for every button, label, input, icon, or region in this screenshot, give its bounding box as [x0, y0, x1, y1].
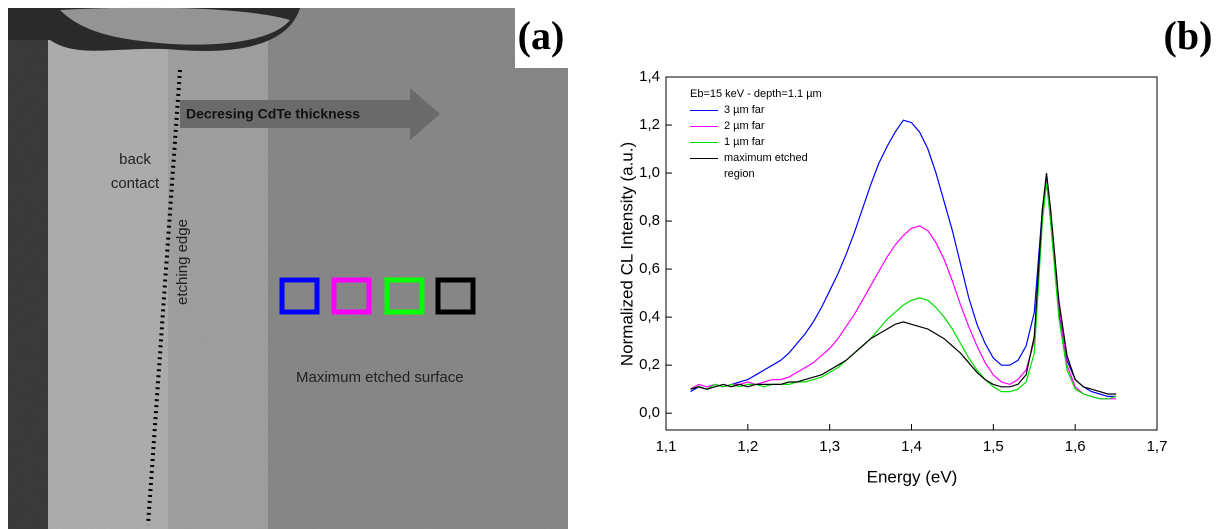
x-tick-label: 1,6 — [1065, 438, 1086, 455]
x-tick-label: 1,3 — [819, 438, 840, 455]
annotation: back — [119, 151, 151, 168]
x-axis-label: Energy (eV) — [867, 467, 958, 486]
x-tick-label: 1,2 — [737, 438, 758, 455]
legend-label: 3 µm far — [724, 104, 765, 116]
annotation: contact — [111, 175, 160, 192]
legend-entry: 3 µm far — [690, 102, 824, 118]
series-line — [690, 173, 1117, 395]
panel-label: (b) — [1164, 13, 1213, 58]
y-tick-label: 0,8 — [639, 212, 660, 229]
legend-label: 2 µm far — [724, 120, 765, 132]
legend-entry: 1 µm far — [690, 134, 824, 150]
legend-entry: maximum etched region — [690, 150, 824, 182]
y-tick-label: 0,4 — [639, 308, 660, 325]
annotation: Maximum etched surface — [296, 369, 464, 386]
y-tick-label: 0,2 — [639, 356, 660, 373]
y-axis-label: Normalized CL Intensity (a.u.) — [617, 142, 636, 366]
y-tick-label: 1,4 — [639, 68, 660, 85]
x-tick-label: 1,7 — [1147, 438, 1168, 455]
panel-label: (a) — [518, 13, 565, 58]
y-tick-label: 0,6 — [639, 260, 660, 277]
series-line — [690, 182, 1117, 400]
y-tick-label: 0,0 — [639, 404, 660, 421]
legend-swatch — [690, 142, 718, 143]
x-tick-label: 1,5 — [983, 438, 1004, 455]
legend-swatch — [690, 110, 718, 111]
arrow-label: Decresing CdTe thickness — [186, 106, 360, 122]
legend-entry: 2 µm far — [690, 118, 824, 134]
legend-label: maximum etched region — [724, 152, 808, 180]
x-tick-label: 1,4 — [901, 438, 922, 455]
legend-label: 1 µm far — [724, 136, 765, 148]
legend-swatch — [690, 158, 718, 159]
annotation: etching edge — [174, 219, 191, 305]
legend-swatch — [690, 126, 718, 127]
y-tick-label: 1,2 — [639, 116, 660, 133]
legend: Eb=15 keV - depth=1.1 µm 3 µm far 2 µm fa… — [690, 86, 824, 182]
y-tick-label: 1,0 — [639, 164, 660, 181]
series-line — [690, 180, 1117, 400]
x-tick-label: 1,1 — [656, 438, 677, 455]
sem-image — [8, 7, 568, 529]
legend-title: Eb=15 keV - depth=1.1 µm — [690, 88, 822, 100]
